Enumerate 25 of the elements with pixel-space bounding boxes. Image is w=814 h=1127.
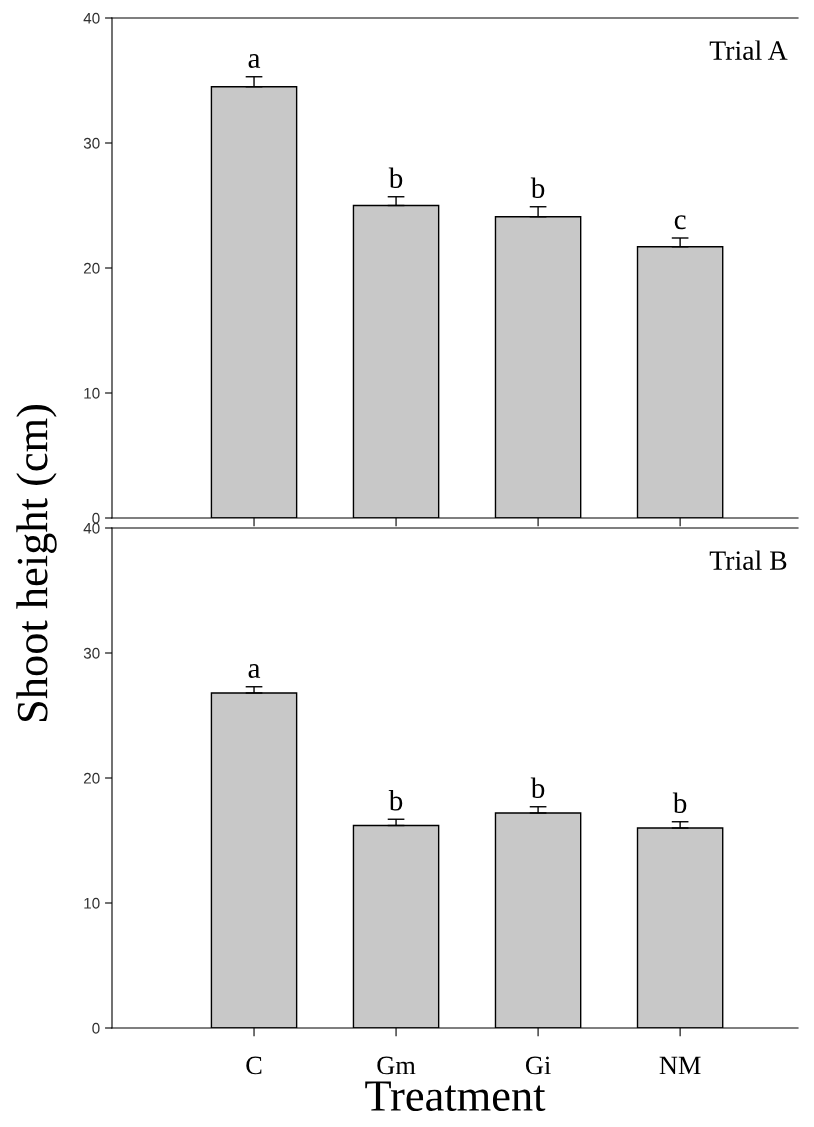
y-tick-label: 40: [83, 12, 100, 24]
annotation: c: [674, 215, 686, 230]
y-tick-label: 20: [83, 772, 100, 784]
annotation: b: [388, 790, 403, 811]
y-tick-label: 30: [83, 647, 100, 659]
x-tick-label: NM: [659, 1056, 701, 1075]
annotation: b: [672, 792, 687, 814]
annotation: a: [248, 54, 261, 69]
x-tick-label: Gm: [377, 1056, 416, 1075]
annotation: Trial B: [709, 550, 787, 570]
y-tick-label: 0: [92, 1022, 100, 1034]
annotation: b: [388, 167, 403, 189]
y-axis-title: Shoot height (cm): [16, 404, 57, 721]
annotation: b: [530, 177, 545, 199]
y-tick-label: 20: [83, 262, 100, 274]
y-tick-label: 10: [84, 387, 100, 399]
y-tick-label: 30: [83, 137, 100, 149]
x-axis-title: Treatment: [365, 1081, 546, 1111]
x-tick-label: C: [246, 1056, 262, 1075]
annotation: a: [248, 664, 261, 679]
annotation: Trial A: [709, 40, 788, 60]
annotation: b: [530, 777, 545, 799]
y-tick-label: 40: [83, 522, 100, 534]
x-tick-label: Gi: [525, 1056, 551, 1075]
y-tick-label: 10: [84, 897, 100, 909]
